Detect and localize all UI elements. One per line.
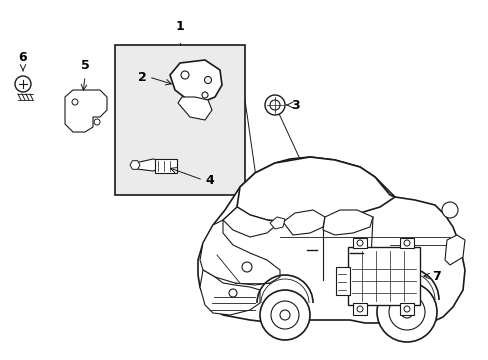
Polygon shape (65, 90, 107, 132)
Circle shape (15, 76, 31, 92)
Polygon shape (223, 207, 280, 237)
Polygon shape (444, 235, 464, 265)
Circle shape (204, 77, 211, 84)
Circle shape (403, 306, 409, 312)
Circle shape (400, 306, 412, 318)
Polygon shape (178, 97, 212, 120)
Bar (115, 45, 244, 195)
Circle shape (376, 282, 436, 342)
Text: 2: 2 (138, 71, 147, 84)
Text: 1: 1 (175, 20, 184, 33)
Bar (155, 159, 177, 173)
Bar (352, 238, 366, 248)
Circle shape (280, 310, 289, 320)
Circle shape (403, 240, 409, 246)
Circle shape (388, 294, 424, 330)
Circle shape (202, 92, 207, 98)
Text: 6: 6 (19, 51, 27, 64)
Circle shape (270, 301, 298, 329)
Polygon shape (283, 210, 325, 235)
Polygon shape (170, 60, 222, 103)
Bar (335, 267, 349, 295)
Text: 7: 7 (431, 270, 440, 283)
Circle shape (269, 100, 280, 110)
Circle shape (356, 240, 362, 246)
Circle shape (94, 119, 100, 125)
Text: 5: 5 (81, 59, 89, 72)
Circle shape (260, 290, 309, 340)
Circle shape (228, 289, 237, 297)
Polygon shape (237, 157, 394, 222)
Polygon shape (135, 159, 164, 171)
Text: 4: 4 (204, 174, 213, 186)
Bar (352, 303, 366, 315)
Polygon shape (323, 210, 372, 235)
Polygon shape (200, 270, 260, 315)
Circle shape (242, 262, 251, 272)
Text: 3: 3 (290, 99, 299, 112)
Circle shape (356, 306, 362, 312)
Polygon shape (200, 220, 280, 285)
Bar (399, 238, 413, 248)
Bar (399, 303, 413, 315)
Polygon shape (198, 157, 464, 323)
Polygon shape (269, 217, 285, 229)
Circle shape (72, 99, 78, 105)
Circle shape (181, 71, 189, 79)
Polygon shape (130, 161, 140, 169)
Circle shape (264, 95, 285, 115)
Bar (347, 247, 419, 305)
Circle shape (441, 202, 457, 218)
